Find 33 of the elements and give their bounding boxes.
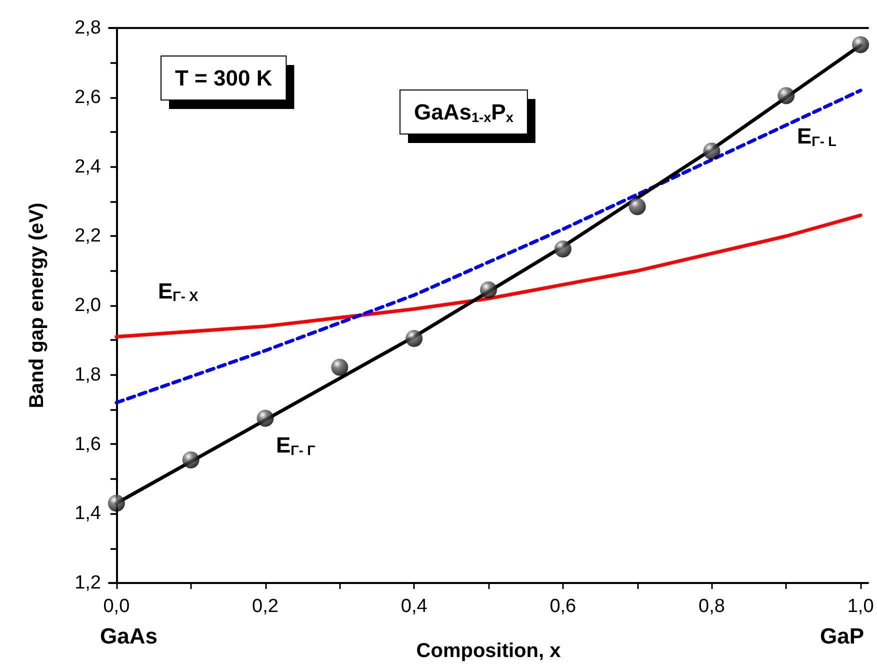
x-tick-label: 0,8 (698, 596, 725, 617)
x-axis-title: Composition, x (416, 640, 561, 662)
y-tick-label: 2,4 (74, 156, 102, 178)
x-tick-label: 0,6 (550, 596, 576, 617)
text: GaAs (100, 624, 158, 648)
y-tick-label: 1,6 (74, 434, 101, 455)
point (108, 494, 125, 512)
y-tick-label: 2,6 (74, 86, 101, 108)
point (406, 330, 423, 347)
x-tick-label: 0,0 (103, 596, 130, 617)
y-tick-label: 2,2 (74, 226, 101, 247)
annotation: T = 300 K (175, 66, 272, 90)
point (703, 142, 720, 160)
y-tick-label: 1,4 (74, 503, 102, 524)
point (554, 240, 572, 258)
text: GaP (820, 624, 864, 648)
point (331, 358, 348, 376)
line-series (114, 88, 862, 404)
x-tick-label: 0,4 (400, 596, 428, 617)
y-tick-label: 2,0 (74, 295, 101, 316)
point (628, 198, 646, 216)
point (852, 36, 870, 54)
y-tick-label: 1,2 (74, 572, 101, 594)
y-axis-title: Band gap energy (eV) (26, 202, 48, 408)
x-tick-label: 0,2 (252, 596, 278, 617)
point (480, 281, 497, 298)
point (778, 87, 795, 104)
point (256, 410, 274, 427)
line-series (114, 214, 862, 338)
point (182, 451, 200, 468)
y-tick-label: 1,8 (74, 364, 101, 386)
y-tick-label: 2,8 (74, 18, 101, 38)
x-tick-label: 1,0 (847, 596, 874, 617)
